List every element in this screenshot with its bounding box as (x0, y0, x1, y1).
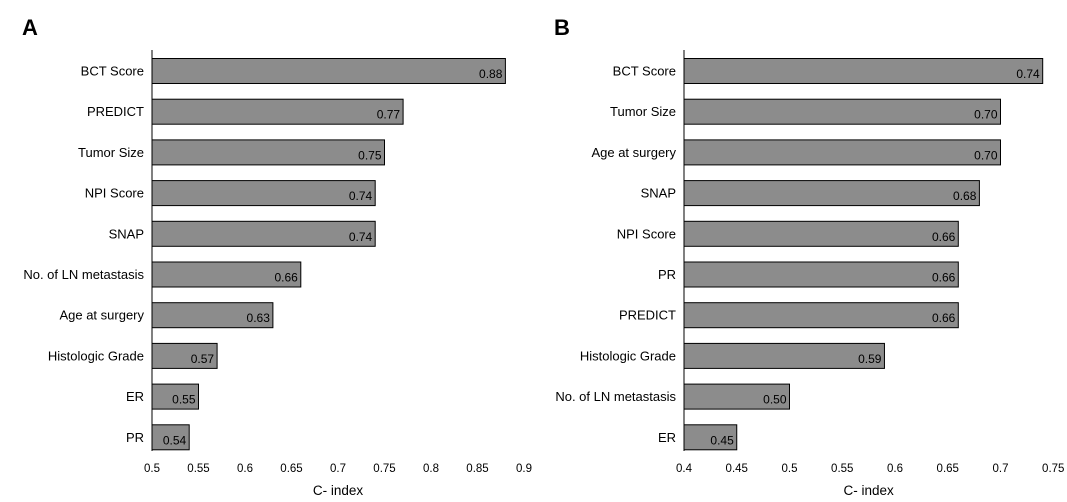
bar-value-label: 0.66 (932, 271, 956, 285)
bar (683, 98, 1001, 125)
x-tick-label: 0.6 (887, 463, 903, 475)
category-label: NPI Score (617, 226, 676, 241)
category-label: SNAP (641, 186, 676, 201)
bar (683, 180, 980, 207)
category-label: Tumor Size (610, 104, 676, 119)
x-tick-label: 0.85 (466, 463, 488, 475)
bar (151, 180, 376, 207)
x-tick-label: 0.45 (726, 463, 748, 475)
x-tick-label: 0.75 (1042, 463, 1064, 475)
x-axis-title: C- index (313, 483, 364, 498)
category-label: SNAP (109, 226, 144, 241)
bar-value-label: 0.55 (172, 393, 196, 407)
bar-value-label: 0.77 (377, 108, 401, 122)
bar (683, 261, 959, 288)
chart-panel-a: A BCT Score 0.88 PREDICT 0.77 Tumor Size 0.75 N… (22, 15, 532, 498)
bar-value-label: 0.57 (191, 352, 215, 366)
bar (151, 98, 404, 125)
bar (151, 261, 302, 288)
bar (683, 139, 1001, 166)
category-label: Age at surgery (59, 308, 144, 323)
x-tick-label: 0.4 (676, 463, 693, 475)
x-tick-label: 0.55 (831, 463, 853, 475)
bar (151, 424, 190, 451)
x-tick-label: 0.55 (187, 463, 209, 475)
bar (683, 220, 959, 247)
bar (151, 58, 506, 84)
bar (151, 302, 274, 329)
category-label: NPI Score (85, 186, 144, 201)
category-label: No. of LN metastasis (23, 267, 144, 282)
category-label: PREDICT (87, 104, 144, 119)
bar-value-label: 0.68 (953, 189, 977, 203)
bar (683, 58, 1044, 84)
category-label: PR (126, 430, 144, 445)
chart-panel-b: B BCT Score 0.74 Tumor Size 0.70 Age at surge… (554, 15, 1064, 498)
panel-label: A (22, 15, 38, 40)
category-label: Tumor Size (78, 145, 144, 160)
bar (683, 342, 885, 369)
bar-value-label: 0.54 (163, 433, 187, 447)
bar-value-label: 0.74 (349, 230, 373, 244)
bar (151, 139, 385, 166)
bar (151, 383, 199, 410)
bar-value-label: 0.66 (274, 271, 298, 285)
category-label: BCT Score (81, 64, 144, 79)
x-tick-label: 0.6 (237, 463, 253, 475)
category-label: ER (126, 389, 144, 404)
x-tick-label: 0.65 (280, 463, 302, 475)
bar-value-label: 0.66 (932, 230, 956, 244)
x-axis-title: C- index (843, 483, 894, 498)
category-label: Histologic Grade (48, 348, 144, 363)
bar-value-label: 0.88 (479, 67, 503, 81)
panel-label: B (554, 15, 570, 40)
bar-value-label: 0.45 (710, 433, 734, 447)
bar (151, 342, 218, 369)
x-tick-label: 0.5 (144, 463, 160, 475)
category-label: No. of LN metastasis (555, 389, 676, 404)
category-label: Histologic Grade (580, 348, 676, 363)
x-tick-label: 0.7 (993, 463, 1009, 475)
bar-value-label: 0.70 (974, 148, 998, 162)
x-tick-label: 0.9 (516, 463, 532, 475)
x-tick-label: 0.7 (330, 463, 346, 475)
bar-value-label: 0.63 (247, 311, 271, 325)
category-label: PR (658, 267, 676, 282)
bar-value-label: 0.70 (974, 108, 998, 122)
bar-value-label: 0.74 (349, 189, 373, 203)
bar-value-label: 0.66 (932, 311, 956, 325)
bar-value-label: 0.50 (763, 393, 787, 407)
bar (683, 302, 959, 329)
category-label: BCT Score (613, 64, 676, 79)
x-tick-label: 0.8 (423, 463, 439, 475)
x-tick-label: 0.75 (373, 463, 395, 475)
bar-value-label: 0.74 (1016, 67, 1040, 81)
bar-value-label: 0.75 (358, 148, 382, 162)
bar (683, 383, 790, 410)
category-label: ER (658, 430, 676, 445)
category-label: Age at surgery (591, 145, 676, 160)
bar (151, 220, 376, 247)
x-tick-label: 0.65 (937, 463, 959, 475)
x-tick-label: 0.5 (782, 463, 798, 475)
bar-value-label: 0.59 (858, 352, 882, 366)
category-label: PREDICT (619, 308, 676, 323)
